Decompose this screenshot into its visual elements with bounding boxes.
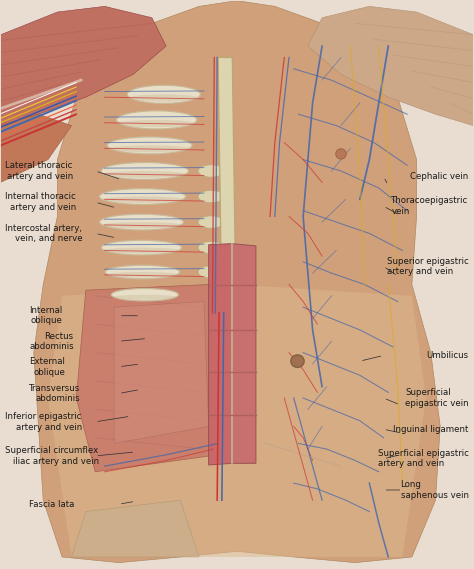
Text: Superior epigastric
artery and vein: Superior epigastric artery and vein	[387, 257, 469, 276]
Text: Intercostal artery,
vein, and nerve: Intercostal artery, vein, and nerve	[5, 224, 82, 243]
Text: Fascia lata: Fascia lata	[29, 500, 74, 509]
Text: Superficial epigastric
artery and vein: Superficial epigastric artery and vein	[378, 449, 469, 468]
Text: External
oblique: External oblique	[29, 357, 65, 377]
Ellipse shape	[100, 214, 183, 230]
Ellipse shape	[198, 190, 224, 203]
Polygon shape	[0, 6, 166, 126]
Ellipse shape	[113, 295, 177, 300]
Ellipse shape	[101, 163, 189, 179]
Polygon shape	[48, 284, 426, 557]
Polygon shape	[0, 114, 72, 182]
Polygon shape	[308, 6, 474, 126]
Polygon shape	[34, 1, 440, 563]
Ellipse shape	[198, 216, 224, 228]
Ellipse shape	[101, 222, 182, 228]
Text: Transversus
abdominis: Transversus abdominis	[29, 384, 80, 403]
Ellipse shape	[99, 188, 186, 204]
Text: Internal thoracic
artery and vein: Internal thoracic artery and vein	[5, 192, 76, 212]
Ellipse shape	[109, 146, 190, 152]
Text: Inguinal ligament: Inguinal ligament	[393, 424, 469, 434]
Polygon shape	[218, 57, 236, 313]
Ellipse shape	[117, 111, 197, 129]
Ellipse shape	[198, 165, 224, 177]
Text: Superficial circumflex
iliac artery and vein: Superficial circumflex iliac artery and …	[5, 446, 99, 465]
Ellipse shape	[118, 120, 195, 127]
Ellipse shape	[198, 241, 224, 254]
Ellipse shape	[127, 85, 201, 104]
Polygon shape	[114, 302, 209, 443]
Text: Thoracoepigastric
vein: Thoracoepigastric vein	[392, 196, 469, 216]
Ellipse shape	[101, 196, 183, 203]
Text: Rectus
abdominis: Rectus abdominis	[29, 332, 73, 351]
Ellipse shape	[111, 288, 178, 301]
Text: Inferior epigastric
artery and vein: Inferior epigastric artery and vein	[5, 412, 82, 431]
Text: Umbilicus: Umbilicus	[427, 351, 469, 360]
Ellipse shape	[107, 272, 178, 278]
Text: Internal
oblique: Internal oblique	[29, 306, 62, 325]
Polygon shape	[209, 244, 232, 465]
Ellipse shape	[336, 149, 346, 159]
Ellipse shape	[291, 355, 304, 368]
Ellipse shape	[198, 266, 224, 278]
Polygon shape	[72, 500, 199, 557]
Ellipse shape	[129, 94, 199, 102]
Text: Lateral thoracic
artery and vein: Lateral thoracic artery and vein	[5, 161, 73, 181]
Text: Superficial
epigastric vein: Superficial epigastric vein	[405, 388, 469, 408]
Ellipse shape	[107, 137, 192, 154]
Ellipse shape	[101, 240, 182, 255]
Text: Long
saphenous vein: Long saphenous vein	[401, 480, 469, 500]
Ellipse shape	[105, 265, 180, 279]
Polygon shape	[232, 244, 256, 463]
Text: Cephalic vein: Cephalic vein	[410, 172, 469, 181]
Polygon shape	[76, 284, 218, 472]
Ellipse shape	[103, 171, 186, 178]
Ellipse shape	[103, 248, 180, 254]
